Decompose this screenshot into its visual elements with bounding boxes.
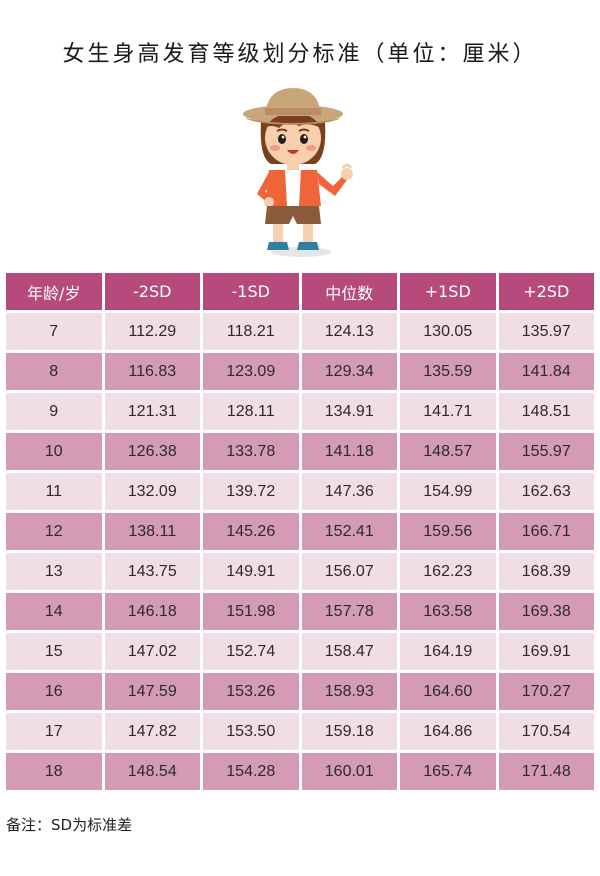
table-row: 10 126.38 133.78 141.18 148.57 155.97 [6, 433, 594, 470]
cell-median: 159.18 [301, 713, 397, 750]
cell-minus-2sd: 147.82 [104, 713, 200, 750]
cell-age: 11 [6, 473, 102, 510]
cell-median: 158.93 [301, 673, 397, 710]
cell-median: 134.91 [301, 393, 397, 430]
table-row: 14 146.18 151.98 157.78 163.58 169.38 [6, 593, 594, 630]
cell-minus-1sd: 152.74 [203, 633, 299, 670]
cell-median: 156.07 [301, 553, 397, 590]
cell-minus-1sd: 151.98 [203, 593, 299, 630]
cell-plus-2sd: 171.48 [498, 753, 594, 790]
table-row: 15 147.02 152.74 158.47 164.19 169.91 [6, 633, 594, 670]
cell-age: 8 [6, 353, 102, 390]
cell-plus-2sd: 135.97 [498, 313, 594, 350]
cell-plus-2sd: 141.84 [498, 353, 594, 390]
cell-plus-2sd: 169.91 [498, 633, 594, 670]
cell-minus-2sd: 146.18 [104, 593, 200, 630]
cell-plus-2sd: 162.63 [498, 473, 594, 510]
cell-plus-1sd: 162.23 [400, 553, 496, 590]
cell-minus-1sd: 153.26 [203, 673, 299, 710]
table-row: 7 112.29 118.21 124.13 130.05 135.97 [6, 313, 594, 350]
cell-minus-2sd: 148.54 [104, 753, 200, 790]
cell-minus-1sd: 123.09 [203, 353, 299, 390]
cell-median: 160.01 [301, 753, 397, 790]
header-minus-1sd: -1SD [203, 273, 299, 310]
cell-median: 129.34 [301, 353, 397, 390]
height-standard-table: 年龄/岁 -2SD -1SD 中位数 +1SD +2SD 7 112.29 118.… [3, 270, 597, 793]
cell-plus-1sd: 165.74 [400, 753, 496, 790]
table-row: 8 116.83 123.09 129.34 135.59 141.84 [6, 353, 594, 390]
cell-minus-1sd: 128.11 [203, 393, 299, 430]
cell-minus-1sd: 145.26 [203, 513, 299, 550]
cell-age: 17 [6, 713, 102, 750]
cell-minus-2sd: 121.31 [104, 393, 200, 430]
cell-plus-1sd: 148.57 [400, 433, 496, 470]
cell-minus-2sd: 116.83 [104, 353, 200, 390]
cell-plus-1sd: 130.05 [400, 313, 496, 350]
cell-plus-1sd: 154.99 [400, 473, 496, 510]
cell-age: 14 [6, 593, 102, 630]
cell-median: 152.41 [301, 513, 397, 550]
header-age: 年龄/岁 [6, 273, 102, 310]
cell-median: 141.18 [301, 433, 397, 470]
table-row: 16 147.59 153.26 158.93 164.60 170.27 [6, 673, 594, 710]
cell-age: 13 [6, 553, 102, 590]
cell-minus-2sd: 147.02 [104, 633, 200, 670]
cell-plus-2sd: 169.38 [498, 593, 594, 630]
cell-plus-1sd: 164.60 [400, 673, 496, 710]
table-header-row: 年龄/岁 -2SD -1SD 中位数 +1SD +2SD [6, 273, 594, 310]
cell-plus-2sd: 170.27 [498, 673, 594, 710]
table-row: 13 143.75 149.91 156.07 162.23 168.39 [6, 553, 594, 590]
cell-minus-1sd: 139.72 [203, 473, 299, 510]
table-row: 11 132.09 139.72 147.36 154.99 162.63 [6, 473, 594, 510]
cell-age: 7 [6, 313, 102, 350]
table-row: 17 147.82 153.50 159.18 164.86 170.54 [6, 713, 594, 750]
cell-minus-1sd: 153.50 [203, 713, 299, 750]
header-plus-2sd: +2SD [498, 273, 594, 310]
table-body: 7 112.29 118.21 124.13 130.05 135.97 8 116.83 12… [6, 313, 594, 790]
cell-age: 16 [6, 673, 102, 710]
cell-median: 147.36 [301, 473, 397, 510]
cell-plus-1sd: 163.58 [400, 593, 496, 630]
cell-median: 157.78 [301, 593, 397, 630]
cell-minus-2sd: 112.29 [104, 313, 200, 350]
cell-plus-1sd: 135.59 [400, 353, 496, 390]
cell-minus-2sd: 138.11 [104, 513, 200, 550]
cell-age: 9 [6, 393, 102, 430]
page-title: 女生身高发育等级划分标准（单位：厘米） [62, 42, 538, 67]
cell-minus-1sd: 133.78 [203, 433, 299, 470]
cell-minus-2sd: 147.59 [104, 673, 200, 710]
cell-median: 124.13 [301, 313, 397, 350]
footnote: 备注：SD为标准差 [6, 816, 133, 834]
cell-plus-2sd: 168.39 [498, 553, 594, 590]
header-minus-2sd: -2SD [104, 273, 200, 310]
cell-minus-1sd: 118.21 [203, 313, 299, 350]
cell-plus-1sd: 164.86 [400, 713, 496, 750]
cell-plus-2sd: 170.54 [498, 713, 594, 750]
cell-age: 10 [6, 433, 102, 470]
cell-minus-2sd: 132.09 [104, 473, 200, 510]
table-row: 12 138.11 145.26 152.41 159.56 166.71 [6, 513, 594, 550]
cell-median: 158.47 [301, 633, 397, 670]
table-row: 18 148.54 154.28 160.01 165.74 171.48 [6, 753, 594, 790]
cell-age: 12 [6, 513, 102, 550]
height-standard-table-container: 年龄/岁 -2SD -1SD 中位数 +1SD +2SD 7 112.29 118.… [3, 270, 597, 793]
cell-plus-2sd: 148.51 [498, 393, 594, 430]
cell-plus-1sd: 164.19 [400, 633, 496, 670]
cell-plus-2sd: 155.97 [498, 433, 594, 470]
cell-plus-1sd: 141.71 [400, 393, 496, 430]
cell-age: 18 [6, 753, 102, 790]
cartoon-girl-mascot-icon [243, 88, 353, 257]
cell-age: 15 [6, 633, 102, 670]
cell-minus-1sd: 154.28 [203, 753, 299, 790]
cell-minus-1sd: 149.91 [203, 553, 299, 590]
cell-minus-2sd: 143.75 [104, 553, 200, 590]
cell-plus-2sd: 166.71 [498, 513, 594, 550]
header-plus-1sd: +1SD [400, 273, 496, 310]
cell-minus-2sd: 126.38 [104, 433, 200, 470]
table-row: 9 121.31 128.11 134.91 141.71 148.51 [6, 393, 594, 430]
header-median: 中位数 [301, 273, 397, 310]
cell-plus-1sd: 159.56 [400, 513, 496, 550]
